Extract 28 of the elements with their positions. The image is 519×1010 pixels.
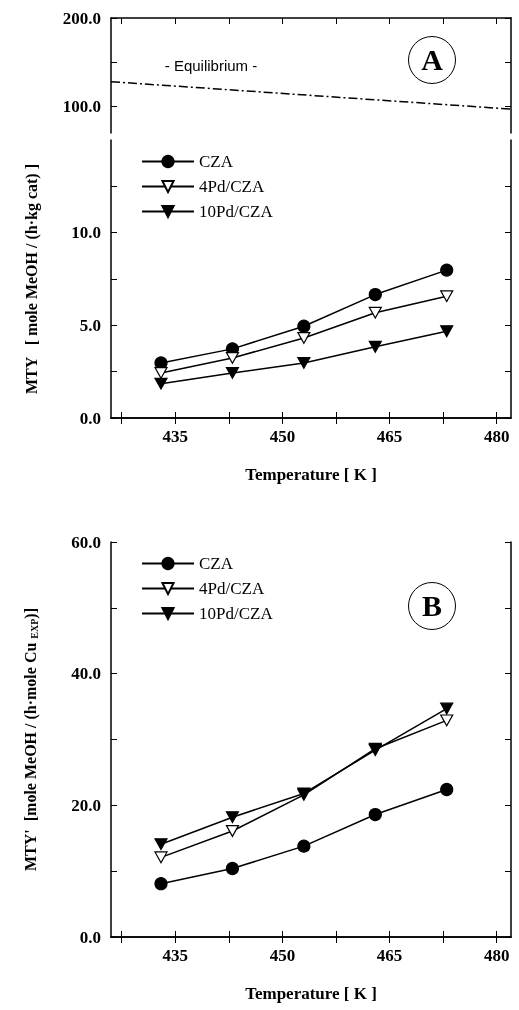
x-tick-label: 450 — [269, 427, 296, 446]
y-tick-label: 200.0 — [62, 8, 101, 28]
y-tick-label: 10.0 — [71, 223, 101, 243]
y-tick-label: 20.0 — [71, 795, 101, 815]
x-tick-label: 480 — [483, 427, 510, 446]
y-tick-label: 60.0 — [71, 532, 101, 552]
legend-label: CZA — [199, 554, 234, 573]
x-tick-label: 465 — [376, 946, 403, 965]
x-tick-label: 480 — [483, 946, 510, 965]
y-tick-label: 5.0 — [79, 315, 101, 335]
y-tick-label: 0.0 — [79, 408, 101, 428]
y-axis-title: MTY [ mole MeOH / (h·kg cat) ] — [22, 163, 41, 395]
y-axis-title: MTY' [mole MeOH / (h·mole Cu EXP)] — [21, 607, 40, 872]
x-tick-label: 435 — [162, 946, 189, 965]
y-tick-label: 40.0 — [71, 664, 101, 684]
legend-label: 4Pd/CZA — [199, 579, 265, 598]
x-tick-label: 450 — [269, 946, 296, 965]
y-tick-label: 100.0 — [62, 96, 101, 116]
x-tick-label: 435 — [162, 427, 189, 446]
legend-label: 4Pd/CZA — [199, 177, 265, 196]
series-label: - Equilibrium - — [164, 57, 258, 75]
x-axis-title: Temperature [ K ] — [245, 465, 377, 484]
x-axis-title: Temperature [ K ] — [245, 984, 377, 1003]
x-tick-label: 465 — [376, 427, 403, 446]
legend-label: CZA — [199, 152, 234, 171]
legend-label: 10Pd/CZA — [199, 202, 274, 221]
legend-label: 10Pd/CZA — [199, 604, 274, 623]
y-tick-label: 0.0 — [79, 927, 101, 947]
